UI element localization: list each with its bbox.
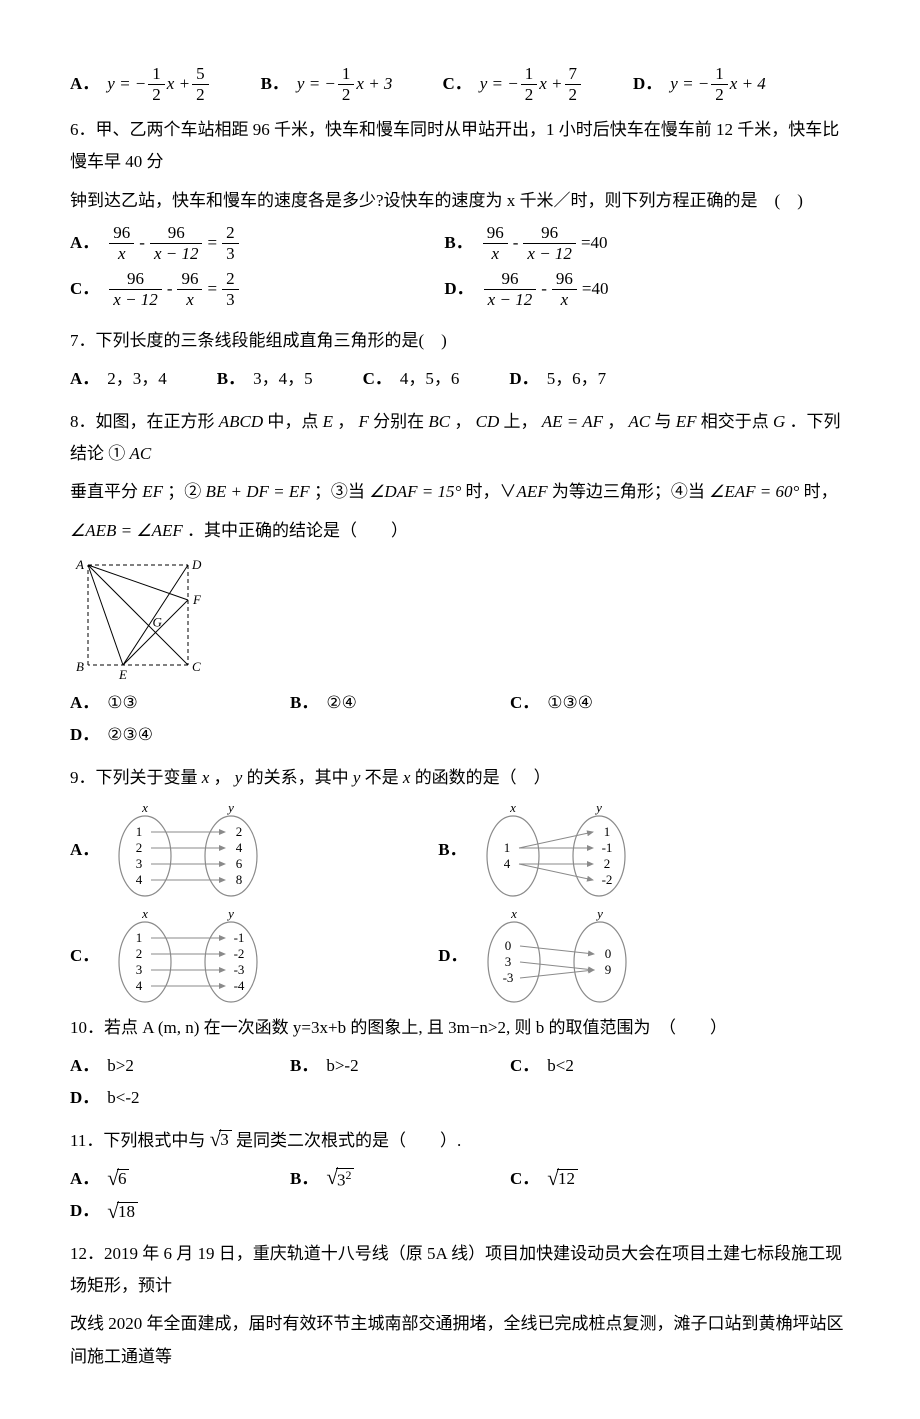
q8-options: A．①③ B．②④ C．①③④ D．②③④ [70,687,850,752]
svg-text:-3: -3 [234,962,245,977]
q9-opt-b: B． xy141-12-2 [438,800,645,900]
svg-text:1: 1 [503,840,510,855]
q8-stem-3: ∠AEB = ∠AEF ．其中正确的结论是（ ） [70,515,850,547]
q11-opt-a: A．√6 [70,1163,240,1195]
q10-stem: 10．若点 A (m, n) 在一次函数 y=3x+b 的图象上, 且 3m−n… [70,1012,850,1044]
svg-text:C: C [192,659,201,674]
q8-opt-d: D．②③④ [70,719,240,751]
svg-text:4: 4 [136,872,143,887]
q5-opt-c: C． y = − 12 x + 72 [442,64,583,104]
q9-stem: 9．下列关于变量 x ， y 的关系，其中 y 不是 x 的函数的是（ ） [70,762,850,794]
q7-opt-c: C．4，5，6 [363,363,460,395]
q5-opt-a: A． y = − 12 x + 52 [70,64,211,104]
svg-text:2: 2 [236,824,243,839]
svg-text:y: y [595,906,603,921]
q6-stem-2: 钟到达乙站，快车和慢车的速度各是多少?设快车的速度为 x 千米／时，则下列方程正… [70,185,850,217]
q9-opt-c: C． xy1234-1-2-3-4 [70,906,278,1006]
q7-stem: 7．下列长度的三条线段能组成直角三角形的是( ) [70,325,850,357]
svg-text:-2: -2 [234,946,245,961]
q11-opt-d: D．√18 [70,1195,240,1227]
svg-text:2: 2 [136,840,143,855]
svg-text:y: y [226,906,234,921]
q6-opt-b: B． 96x - 96x − 12 =40 [444,223,818,263]
svg-text:x: x [141,906,148,921]
q10-opt-a: A．b>2 [70,1050,240,1082]
q7-opt-d: D．5，6，7 [509,363,606,395]
svg-text:y: y [594,800,602,815]
q6-opt-a: A． 96x - 96x − 12 = 23 [70,223,444,263]
q8-opt-a: A．①③ [70,687,240,719]
svg-text:-4: -4 [234,978,245,993]
svg-text:E: E [118,667,127,682]
svg-text:4: 4 [136,978,143,993]
svg-text:D: D [191,557,202,572]
svg-text:-1: -1 [234,930,245,945]
q9-row-1: A． xy12342468 B． xy141-12-2 [70,800,850,900]
svg-text:y: y [226,800,234,815]
svg-text:3: 3 [136,856,143,871]
q10-options: A．b>2 B．b>-2 C．b<2 D．b<-2 [70,1050,850,1115]
q11-stem: 11．下列根式中与 √3 是同类二次根式的是（ ）. [70,1125,850,1157]
svg-text:1: 1 [603,824,610,839]
q8-stem-1: 8．如图，在正方形 ABCD 中，点 E ， F 分别在 BC ， CD 上， … [70,406,850,471]
q8-stem-2: 垂直平分 EF ；② BE + DF = EF ；③当 ∠DAF = 15° 时… [70,476,850,508]
svg-text:4: 4 [503,856,510,871]
q9-row-2: C． xy1234-1-2-3-4 D． xy03-309 [70,906,850,1006]
svg-text:4: 4 [236,840,243,855]
svg-text:-3: -3 [502,970,513,985]
q7-opt-a: A．2，3，4 [70,363,167,395]
q6-opt-d: D． 96x − 12 - 96x =40 [444,269,818,309]
svg-text:F: F [192,592,202,607]
svg-text:G: G [153,614,163,629]
q5-opt-d: D． y = − 12 x + 4 [633,64,766,104]
q12-line-2: 改线 2020 年全面建成，届时有效环节主城南部交通拥堵，全线已完成桩点复测，滩… [70,1308,850,1373]
q11-opt-b: B．√32 [290,1163,460,1195]
q8-opt-c: C．①③④ [510,687,680,719]
q9-opt-d: D． xy03-309 [438,906,646,1006]
q7-opt-b: B．3，4，5 [217,363,313,395]
q6-options: A． 96x - 96x − 12 = 23 B． 96x - 96x − 12… [70,223,850,315]
svg-text:1: 1 [136,930,143,945]
q5-options: A． y = − 12 x + 52 B． y = − 12 x + 3 C． … [70,64,850,104]
q11-opt-c: C．√12 [510,1163,680,1195]
q12-line-1: 12．2019 年 6 月 19 日，重庆轨道十八号线（原 5A 线）项目加快建… [70,1238,850,1303]
q10-opt-c: C．b<2 [510,1050,680,1082]
svg-text:B: B [76,659,84,674]
q6-stem-1: 6．甲、乙两个车站相距 96 千米，快车和慢车同时从甲站开出，1 小时后快车在慢… [70,114,850,179]
q8-figure: A D B C E F G [70,553,210,683]
svg-text:x: x [510,906,517,921]
svg-text:-2: -2 [601,872,612,887]
q5-opt-b: B． y = − 12 x + 3 [261,64,393,104]
svg-text:0: 0 [504,938,511,953]
q7-options: A．2，3，4 B．3，4，5 C．4，5，6 D．5，6，7 [70,363,850,395]
svg-text:-1: -1 [601,840,612,855]
q11-options: A．√6 B．√32 C．√12 D．√18 [70,1163,850,1228]
svg-text:3: 3 [136,962,143,977]
svg-text:A: A [75,557,84,572]
svg-text:2: 2 [603,856,610,871]
svg-text:8: 8 [236,872,243,887]
q6-opt-c: C． 96x − 12 - 96x = 23 [70,269,444,309]
svg-text:6: 6 [236,856,243,871]
q8-opt-b: B．②④ [290,687,460,719]
svg-text:x: x [141,800,148,815]
svg-text:0: 0 [604,946,611,961]
svg-text:2: 2 [136,946,143,961]
svg-text:x: x [509,800,516,815]
svg-text:3: 3 [504,954,511,969]
svg-text:1: 1 [136,824,143,839]
svg-text:9: 9 [604,962,611,977]
q10-opt-d: D．b<-2 [70,1082,240,1114]
q9-opt-a: A． xy12342468 [70,800,278,900]
q10-opt-b: B．b>-2 [290,1050,460,1082]
